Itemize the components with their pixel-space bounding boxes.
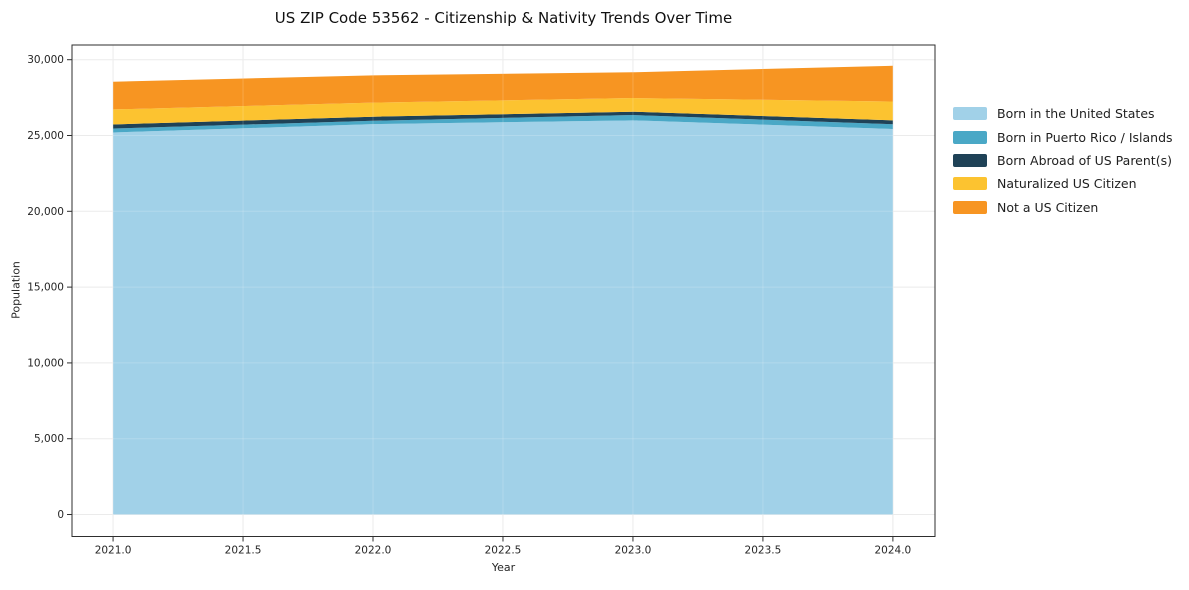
legend-swatch-icon <box>953 200 987 214</box>
y-tick-label: 0 <box>57 509 64 521</box>
legend-label: Not a US Citizen <box>997 199 1099 215</box>
area-series-1 <box>113 115 893 133</box>
legend-item: Born in Puerto Rico / Islands <box>953 125 1173 148</box>
plot-border <box>71 44 936 537</box>
y-tick-label: 5,000 <box>34 433 64 445</box>
x-tick-label: 2023.0 <box>615 545 652 557</box>
x-tick-label: 2024.0 <box>875 545 912 557</box>
legend-swatch-icon <box>953 153 987 167</box>
chart-title: US ZIP Code 53562 - Citizenship & Nativi… <box>274 9 733 27</box>
area-series-2 <box>113 111 893 129</box>
legend-swatch-icon <box>953 107 987 121</box>
legend-item: Not a US Citizen <box>953 196 1173 219</box>
area-series-0 <box>113 120 893 515</box>
legend-item: Born in the United States <box>953 102 1173 125</box>
area-series-3 <box>113 98 893 125</box>
x-axis-title: Year <box>491 561 516 574</box>
legend-item: Naturalized US Citizen <box>953 172 1173 195</box>
legend-label: Born Abroad of US Parent(s) <box>997 152 1172 168</box>
legend-swatch-icon <box>953 177 987 191</box>
x-tick-label: 2023.5 <box>745 545 782 557</box>
y-tick-label: 10,000 <box>27 357 64 369</box>
y-tick-label: 30,000 <box>27 54 64 66</box>
legend-label: Born in the United States <box>997 106 1155 122</box>
x-tick-label: 2022.5 <box>485 545 522 557</box>
x-tick-label: 2022.0 <box>355 545 392 557</box>
y-tick-label: 15,000 <box>27 282 64 294</box>
x-tick-label: 2021.0 <box>95 545 132 557</box>
legend-item: Born Abroad of US Parent(s) <box>953 149 1173 172</box>
area-series-4 <box>113 65 893 110</box>
legend-swatch-icon <box>953 130 987 144</box>
y-axis-title: Population <box>9 261 23 319</box>
legend-label: Born in Puerto Rico / Islands <box>997 129 1173 145</box>
y-tick-label: 25,000 <box>27 130 64 142</box>
legend-label: Naturalized US Citizen <box>997 176 1137 192</box>
y-tick-label: 20,000 <box>27 206 64 218</box>
legend: Born in the United States Born in Puerto … <box>953 102 1173 219</box>
x-tick-label: 2021.5 <box>225 545 262 557</box>
